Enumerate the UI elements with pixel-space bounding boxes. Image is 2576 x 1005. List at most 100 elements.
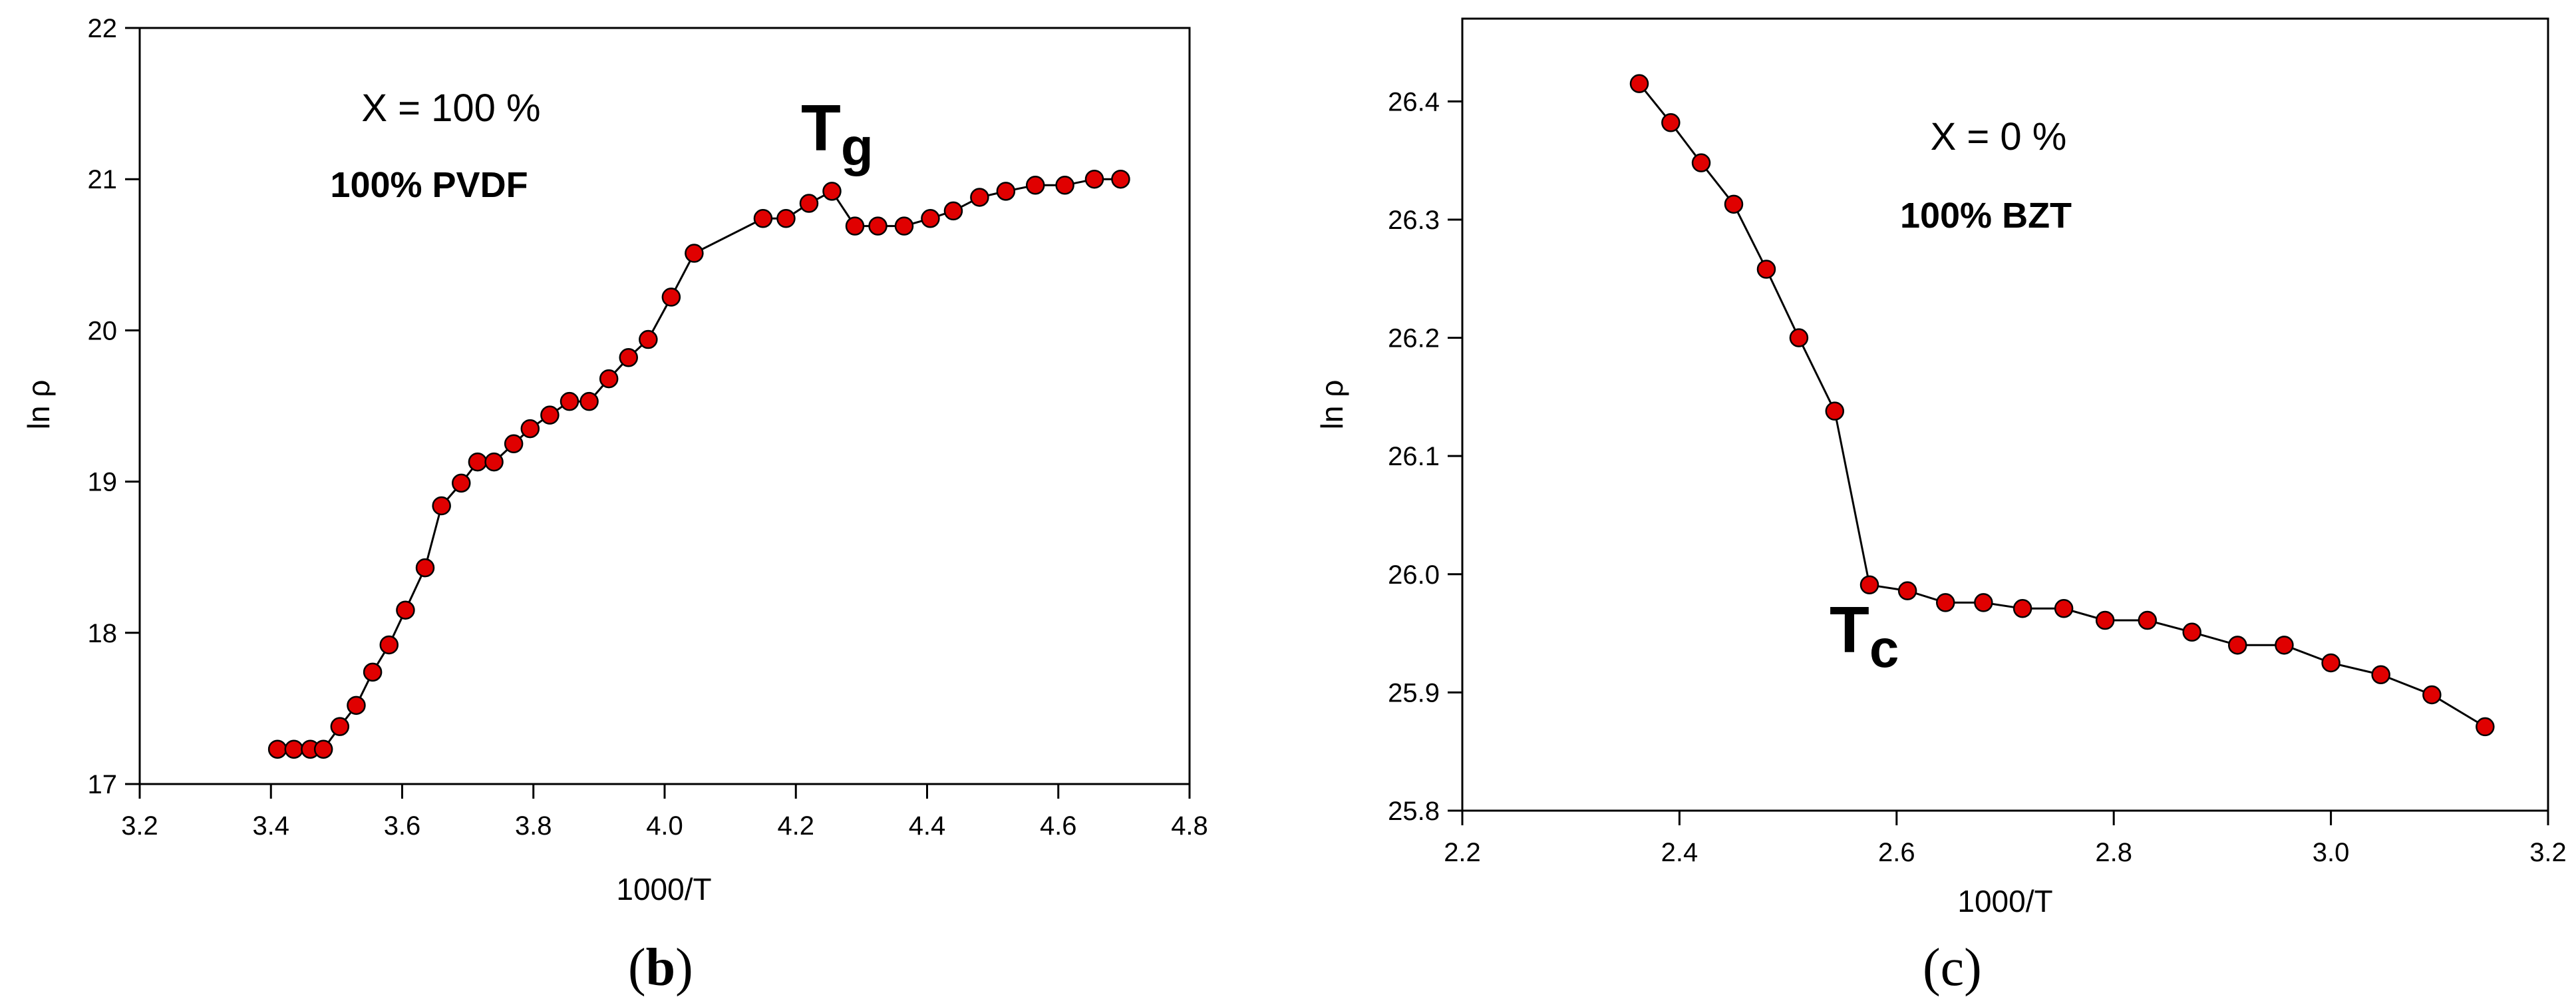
data-point xyxy=(432,496,451,516)
x-tick-label: 2.4 xyxy=(1661,838,1698,867)
data-point xyxy=(540,405,560,425)
data-point xyxy=(619,348,639,367)
data-point xyxy=(1935,593,1955,612)
x-tick-label: 3.6 xyxy=(384,811,421,841)
data-point xyxy=(776,209,796,228)
data-point xyxy=(1661,113,1681,132)
y-tick-label: 20 xyxy=(88,316,118,345)
data-point xyxy=(396,600,415,620)
data-point xyxy=(579,391,599,411)
data-point xyxy=(284,739,304,759)
data-point xyxy=(415,558,435,578)
y-tick-label: 25.9 xyxy=(1388,678,1440,707)
panel-label-c: (c) xyxy=(1923,938,1982,997)
x-tick-label: 3.4 xyxy=(252,811,289,841)
panel-label-b: (b) xyxy=(628,938,693,997)
data-point xyxy=(1789,328,1809,347)
data-point xyxy=(1111,169,1130,189)
data-point xyxy=(1025,176,1045,195)
y-tick-label: 26.3 xyxy=(1388,206,1440,235)
data-point xyxy=(313,739,333,759)
x-tick-label: 4.2 xyxy=(777,811,814,841)
x-tick-label: 2.2 xyxy=(1444,838,1481,867)
data-point xyxy=(2182,622,2201,642)
data-point xyxy=(2422,685,2442,705)
data-point xyxy=(560,391,579,411)
data-point xyxy=(1629,74,1649,93)
data-point xyxy=(484,452,504,472)
data-point xyxy=(520,419,540,439)
material-annotation: 100% PVDF xyxy=(330,165,528,205)
x-tick-label: 3.2 xyxy=(2529,838,2567,867)
x-tick-label: 3.8 xyxy=(515,811,552,841)
data-point xyxy=(468,452,488,472)
series-line xyxy=(277,178,1121,751)
y-tick-label: 25.8 xyxy=(1388,797,1440,826)
data-point xyxy=(452,473,471,493)
data-point xyxy=(2138,610,2158,630)
y-tick-label: 22 xyxy=(88,14,118,43)
data-point xyxy=(2012,599,2032,618)
y-axis-label: ln ρ xyxy=(1315,380,1349,430)
plot-frame xyxy=(138,27,1191,785)
data-point xyxy=(921,209,940,228)
y-tick-label: 21 xyxy=(88,165,118,194)
material-annotation: 100% BZT xyxy=(1900,196,2072,236)
transition-subscript: c xyxy=(1869,619,1899,678)
data-point xyxy=(639,329,658,349)
x-tick-label: 4.6 xyxy=(1040,811,1077,841)
data-point xyxy=(2275,636,2294,655)
data-point xyxy=(996,182,1016,201)
chart-panel-c: 2.2 2.4 2.6 2.8 3.0 3.2 25.8 25.9 26.0 26.1 26.2 2… xyxy=(1315,17,2567,997)
data-point xyxy=(330,717,350,736)
data-point xyxy=(2227,636,2247,655)
data-point xyxy=(1055,176,1074,195)
data-point xyxy=(379,635,399,655)
x-tick-label: 3.2 xyxy=(121,811,158,841)
data-point xyxy=(2321,653,2340,673)
x-axis-label: 1000/T xyxy=(1957,884,2052,918)
y-tick-label: 17 xyxy=(88,770,118,799)
data-point xyxy=(504,434,524,454)
data-point xyxy=(363,662,383,682)
transition-symbol: T xyxy=(801,91,841,164)
data-point xyxy=(943,201,963,221)
data-point xyxy=(1724,194,1744,214)
y-tick-label: 26.0 xyxy=(1388,560,1440,590)
data-point xyxy=(1897,581,1917,600)
y-tick-label: 18 xyxy=(88,619,118,648)
data-point xyxy=(347,696,366,715)
data-point xyxy=(753,209,773,228)
data-point xyxy=(267,739,287,759)
x-tick-label: 3.0 xyxy=(2313,838,2350,867)
data-point xyxy=(894,216,914,236)
data-point xyxy=(2054,599,2074,618)
data-point xyxy=(799,194,819,213)
data-point xyxy=(868,216,887,236)
data-point xyxy=(1859,575,1879,595)
data-point xyxy=(1691,153,1711,172)
x-tick-label: 2.8 xyxy=(2095,838,2132,867)
y-tick-label: 26.4 xyxy=(1388,87,1440,116)
y-tick-label: 26.1 xyxy=(1388,442,1440,471)
data-point xyxy=(822,182,842,201)
data-point xyxy=(2371,665,2390,684)
data-point xyxy=(845,216,865,236)
data-point xyxy=(2095,610,2115,630)
transition-subscript: g xyxy=(841,117,874,176)
plot-frame xyxy=(1461,17,2549,812)
data-point xyxy=(1974,593,1993,612)
data-point xyxy=(2476,717,2495,737)
data-point xyxy=(1084,169,1104,189)
data-point xyxy=(599,369,619,389)
composition-annotation: X = 100 % xyxy=(361,87,540,130)
data-point xyxy=(661,288,681,307)
composition-annotation: X = 0 % xyxy=(1931,115,2067,158)
y-tick-label: 26.2 xyxy=(1388,324,1440,353)
x-tick-label: 4.4 xyxy=(909,811,946,841)
transition-symbol: T xyxy=(1830,593,1869,666)
data-point xyxy=(970,188,989,207)
x-tick-label: 4.0 xyxy=(646,811,683,841)
data-point xyxy=(1756,260,1776,279)
